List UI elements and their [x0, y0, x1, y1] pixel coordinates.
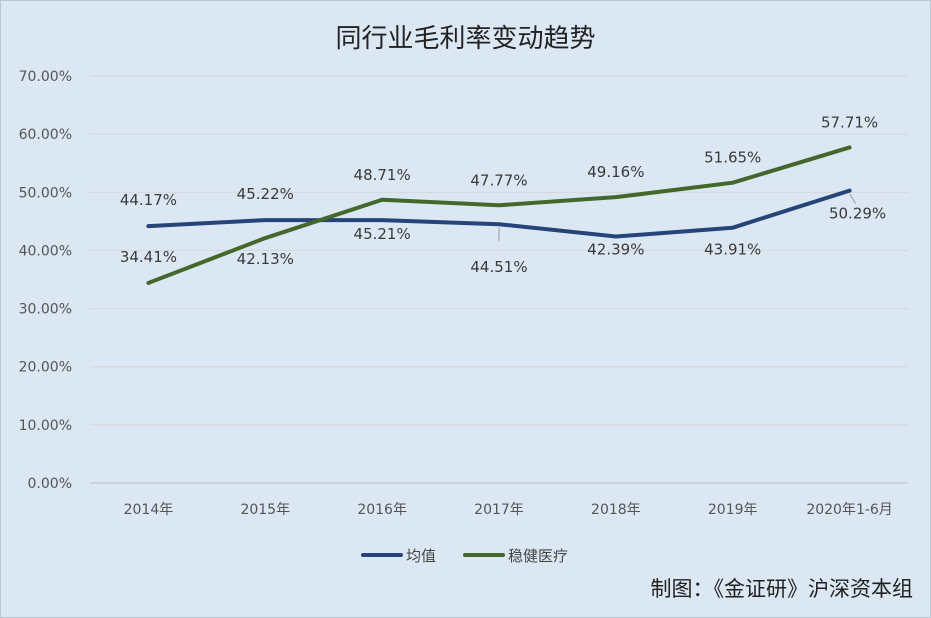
data-label: 44.51% [470, 258, 527, 276]
y-tick-label: 50.00% [19, 185, 72, 201]
data-label: 51.65% [704, 149, 761, 167]
x-tick-label: 2020年1-6月 [806, 502, 893, 518]
legend-label: 均值 [406, 547, 436, 565]
series-line-1 [146, 188, 852, 239]
data-label: 47.77% [470, 171, 527, 189]
data-label: 44.17% [120, 191, 177, 209]
y-tick-label: 40.00% [19, 243, 72, 259]
legend-label: 稳健医疗 [508, 547, 568, 565]
data-label: 57.71% [821, 113, 878, 131]
data-label: 50.29% [829, 205, 886, 223]
y-tick-label: 30.00% [19, 302, 72, 318]
y-tick-label: 20.00% [19, 360, 72, 376]
x-tick-label: 2016年 [357, 502, 407, 518]
y-tick-label: 60.00% [19, 127, 72, 143]
data-label: 42.39% [587, 241, 644, 259]
x-tick-label: 2019年 [708, 502, 758, 518]
leader-line [849, 193, 857, 204]
x-tick-label: 2017年 [474, 502, 524, 518]
y-tick-label: 0.00% [28, 476, 72, 492]
y-tick-label: 70.00% [19, 69, 72, 85]
x-tick-label: 2014年 [124, 502, 174, 518]
data-label: 49.16% [587, 163, 644, 181]
credit-text: 制图：《金证研》沪深资本组 [650, 577, 914, 601]
series-line-2 [146, 145, 852, 285]
data-label: 45.21% [354, 225, 411, 243]
chart-title: 同行业毛利率变动趋势 [335, 24, 596, 54]
data-label: 42.13% [237, 250, 294, 268]
data-label: 34.41% [120, 248, 177, 266]
data-label: 45.22% [237, 185, 294, 203]
data-label: 48.71% [354, 166, 411, 184]
y-tick-label: 10.00% [19, 418, 72, 434]
x-tick-label: 2015年 [240, 502, 290, 518]
x-tick-label: 2018年 [591, 502, 641, 518]
data-label: 43.91% [704, 241, 761, 259]
